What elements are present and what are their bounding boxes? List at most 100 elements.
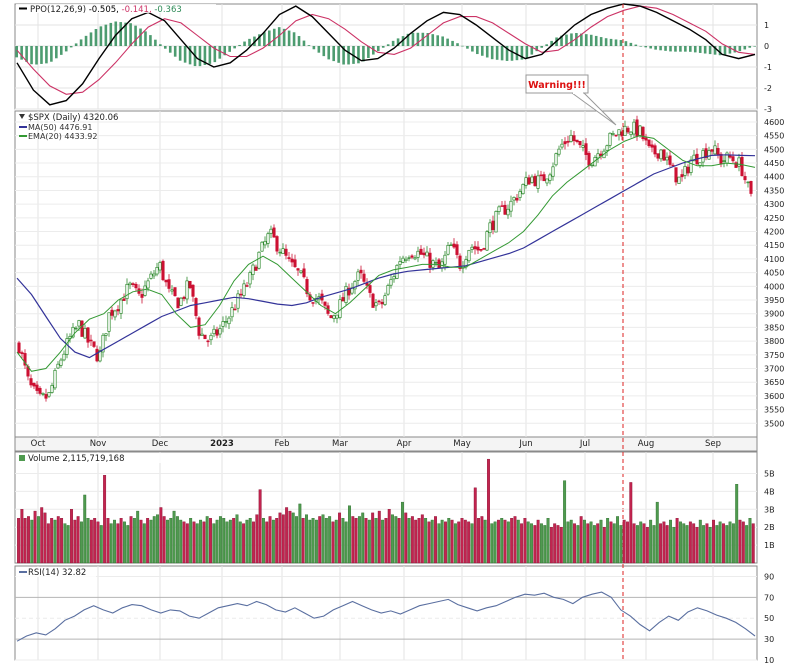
volume-bar <box>225 521 229 564</box>
price-candle-body <box>617 129 621 136</box>
price-candle-body <box>284 248 288 256</box>
price-candle-body <box>125 283 129 299</box>
volume-bar <box>526 521 530 564</box>
price-candle-body <box>584 143 588 155</box>
price-candle-body <box>638 125 642 136</box>
volume-bar <box>73 519 77 564</box>
ppo-histogram-bar <box>718 46 722 56</box>
price-candle-body <box>440 261 444 268</box>
volume-bar <box>573 523 576 564</box>
ppo-histogram-bar <box>89 32 93 46</box>
rsi-tick-label: 30 <box>764 635 774 644</box>
ppo-histogram-bar <box>342 46 345 65</box>
price-candle-body <box>77 320 81 327</box>
ppo-histogram-bar <box>476 46 479 55</box>
volume-bar <box>563 480 567 564</box>
ppo-histogram-bar <box>40 46 43 64</box>
ppo-histogram-bar <box>238 44 241 46</box>
volume-bar <box>556 525 560 564</box>
x-tick-label: May <box>453 439 471 449</box>
price-candle-body <box>257 251 261 269</box>
volume-bar <box>569 519 573 564</box>
price-candle-body <box>677 176 681 184</box>
volume-bar <box>675 518 679 564</box>
ppo-histogram-bar <box>674 46 677 52</box>
x-tick-label: Jul <box>579 439 590 449</box>
price-candle-body <box>413 257 417 260</box>
volume-bar <box>642 523 646 564</box>
price-candle-body <box>371 293 375 308</box>
ppo-histogram-bar <box>490 46 494 60</box>
ppo-histogram-bar <box>208 46 212 64</box>
volume-bar <box>252 521 255 564</box>
volume-bar <box>218 516 222 564</box>
price-candle-body <box>641 126 645 140</box>
volume-bar <box>301 518 305 564</box>
volume-bar <box>281 514 285 564</box>
price-candle-body <box>698 162 702 166</box>
price-candle-body <box>554 153 558 166</box>
price-candle-body <box>365 282 369 286</box>
price-candle-body <box>575 139 579 142</box>
price-candle-body <box>260 241 264 252</box>
volume-bar <box>500 518 504 564</box>
ppo-histogram-bar <box>743 46 747 50</box>
ppo-histogram-bar <box>594 35 598 46</box>
price-candle-body <box>86 327 90 343</box>
ppo-histogram-bar <box>386 44 390 46</box>
ppo-histogram-bar <box>233 46 236 49</box>
volume-bar <box>348 505 351 564</box>
volume-bar <box>76 516 80 564</box>
volume-bar <box>311 518 315 564</box>
price-candle-body <box>422 252 426 256</box>
volume-bar <box>70 509 73 564</box>
ma50-legend-label: MA(50) 4476.91 <box>28 123 92 132</box>
ppo-histogram-bar <box>684 46 687 52</box>
price-candle-body <box>539 174 543 177</box>
price-candle-body <box>272 227 276 238</box>
volume-bar <box>728 521 732 564</box>
volume-bar <box>27 516 30 564</box>
ppo-histogram-bar <box>505 46 509 61</box>
ppo-histogram-bar <box>550 40 553 46</box>
rsi-tick-label: 50 <box>764 614 774 623</box>
volume-bar <box>553 523 557 564</box>
price-candle-body <box>356 271 360 281</box>
ppo-tick-label: 0 <box>764 42 769 51</box>
ppo-histogram-bar <box>59 46 63 55</box>
volume-bar <box>457 521 461 564</box>
price-candle-body <box>686 166 690 174</box>
rsi-tick-label: 10 <box>764 656 774 663</box>
price-candle-body <box>389 279 393 286</box>
ppo-histogram-bar <box>456 43 459 46</box>
price-candle-body <box>335 314 339 319</box>
volume-bar <box>175 516 179 564</box>
ppo-histogram-bar <box>69 46 73 48</box>
price-tick-label: 3500 <box>764 419 784 428</box>
ppo-histogram-bar <box>713 46 717 55</box>
volume-bar <box>321 514 325 564</box>
price-candle-body <box>191 284 195 297</box>
price-candle-body <box>347 287 351 296</box>
price-candle-body <box>71 326 75 338</box>
volume-bar <box>17 518 21 564</box>
price-candle-body <box>746 181 750 184</box>
rsi-legend-bg <box>16 567 96 577</box>
volume-bar <box>397 518 401 564</box>
warning-callout-text: Warning!!! <box>528 80 586 91</box>
price-candle-body <box>176 297 180 309</box>
price-candle-body <box>110 309 114 316</box>
volume-bar <box>149 519 153 564</box>
price-candle-body <box>629 131 633 135</box>
ppo-histogram-bar <box>312 46 316 50</box>
volume-bar <box>89 519 93 564</box>
price-candle-body <box>452 243 456 248</box>
price-candle-body <box>311 302 315 304</box>
price-candle-body <box>62 353 66 361</box>
price-candle-body <box>83 328 87 339</box>
volume-bar <box>430 519 434 564</box>
price-candle-body <box>323 301 327 306</box>
ppo-histogram-bar <box>461 45 464 47</box>
ma50-line <box>16 154 756 359</box>
price-candle-body <box>29 378 33 386</box>
